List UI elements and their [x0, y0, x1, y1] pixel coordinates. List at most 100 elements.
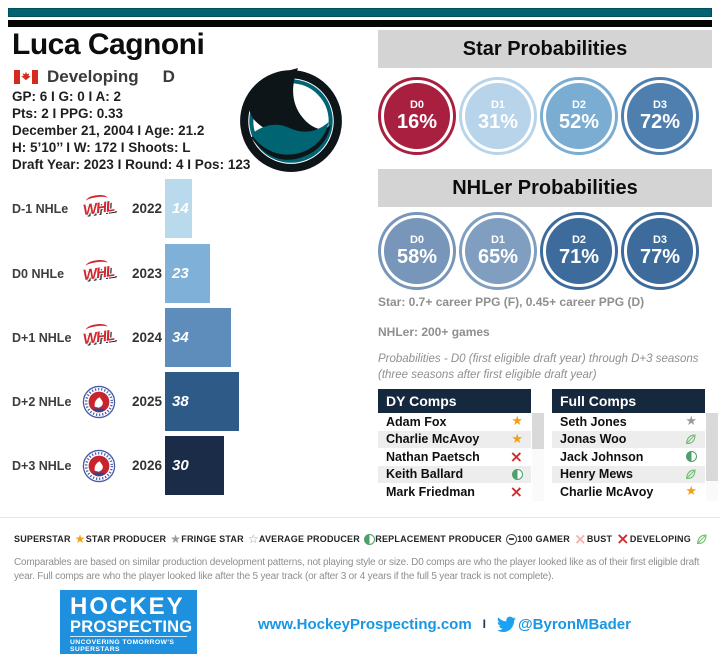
nhle-bar: 30: [165, 436, 224, 495]
legend-label: 100 GAMER: [517, 534, 570, 544]
prob-circle-label: D1: [490, 234, 506, 246]
comp-row: Mark Friedman ×: [378, 483, 531, 501]
comp-row: Charlie McAvoy ★: [378, 430, 531, 448]
prob-circle-label: D1: [490, 99, 506, 111]
comp-name: Charlie McAvoy: [386, 432, 480, 447]
prob-circle-label: D0: [409, 99, 425, 111]
average-producer-icon: [686, 451, 697, 463]
prob-circle-fill: D3 72%: [627, 83, 693, 149]
logo-line-2: PROSPECTING: [70, 618, 193, 636]
nhle-row: D+1 NHLe WHL 2024 34: [0, 308, 378, 367]
top-accent-bar-black: [8, 20, 712, 27]
prob-circle-value: 31%: [477, 111, 519, 133]
nhle-row-label: D-1 NHLe: [12, 201, 69, 216]
superstar-icon: ★: [511, 431, 523, 447]
comp-row: Jack Johnson: [552, 448, 705, 466]
full-comps-table: Full Comps Seth Jones ★ Jonas Woo Jack Johns…: [552, 389, 718, 501]
nhle-row: D0 NHLe WHL 2023 23: [0, 244, 378, 303]
canada-flag-icon: [14, 70, 38, 84]
whl-logo-icon: WHL: [82, 197, 116, 220]
comp-row: Adam Fox ★: [378, 413, 531, 431]
prob-circle-d3: D3 72%: [621, 77, 699, 155]
developing-leaf-icon: [684, 433, 697, 446]
legend-label: REPLACEMENT PRODUCER: [375, 534, 502, 544]
comps-scrollbar-thumb[interactable]: [706, 413, 718, 481]
comp-rating: ★: [685, 415, 697, 428]
nhler-probabilities-header: NHLer Probabilities: [378, 169, 712, 207]
disclaimer-text: Comparables are based on similar product…: [14, 557, 700, 582]
nhle-bar-chart: D-1 NHLe WHL 2022 14 D0 NHLe WHL 2023 23 D+1 NHL…: [0, 0, 378, 659]
website-link[interactable]: www.HockeyProspecting.com: [258, 615, 472, 633]
twitter-handle-link[interactable]: @ByronMBader: [518, 615, 631, 633]
comp-name: Seth Jones: [560, 414, 627, 429]
legend-item: DEVELOPING: [630, 533, 708, 546]
comp-name: Mark Friedman: [386, 484, 475, 499]
development-status: Developing: [47, 67, 139, 86]
season-year: 2023: [131, 266, 162, 281]
stat-line-points: Pts: 2 I PPG: 0.33: [12, 106, 124, 121]
nhler-definition-note: NHLer: 200+ games: [378, 325, 490, 339]
comp-name: Jack Johnson: [560, 449, 644, 464]
comps-scrollbar-thumb[interactable]: [532, 413, 544, 449]
prob-circle-fill: D0 16%: [384, 83, 450, 149]
comps-table-body: Seth Jones ★ Jonas Woo Jack Johnson Henry Me…: [552, 413, 705, 501]
nhle-row-label: D+3 NHLe: [12, 458, 72, 473]
stat-line-birthdate: December 21, 2004 I Age: 21.2: [12, 123, 205, 138]
twitter-bird-icon: [497, 615, 517, 634]
comp-rating: ×: [509, 481, 523, 501]
prob-circle-fill: D1 31%: [465, 83, 531, 149]
prob-circle-d0: D0 16%: [378, 77, 456, 155]
comp-row: Henry Mews: [552, 465, 705, 483]
prob-circle-value: 77%: [639, 246, 681, 268]
nhle-bar-value: 23: [172, 265, 189, 282]
comp-row: Keith Ballard: [378, 465, 531, 483]
developing-leaf-icon: [684, 468, 697, 481]
prob-circle-d2: D2 52%: [540, 77, 618, 155]
prob-circle-value: 58%: [396, 246, 438, 268]
prob-circle-fill: D0 58%: [384, 218, 450, 284]
nhle-bar: 34: [165, 308, 232, 367]
league-logo: [78, 372, 120, 431]
legend-item: SUPERSTAR ★: [14, 533, 85, 545]
nhle-row: D+3 NHLe 2026 30: [0, 436, 378, 495]
nhle-bar: 14: [165, 179, 193, 238]
stat-line-games: GP: 6 I G: 0 I A: 2: [12, 89, 122, 104]
prob-circle-d2: D2 71%: [540, 212, 618, 290]
legend-label: SUPERSTAR: [14, 534, 71, 544]
nhle-row-label: D+1 NHLe: [12, 330, 72, 345]
bust-icon: ×: [616, 529, 630, 548]
star-probabilities-header: Star Probabilities: [378, 30, 712, 68]
season-year: 2024: [131, 330, 162, 345]
nhle-row: D-1 NHLe WHL 2022 14: [0, 179, 378, 238]
comp-row: Seth Jones ★: [552, 413, 705, 431]
bust-icon: ×: [509, 481, 523, 501]
prob-circle-d0: D0 58%: [378, 212, 456, 290]
legend-label: FRINGE STAR: [181, 534, 244, 544]
prob-circle-fill: D2 71%: [546, 218, 612, 284]
average-producer-icon: [363, 533, 375, 545]
replacement-producer-icon: [505, 533, 517, 545]
superstar-icon: ★: [685, 484, 697, 500]
comp-rating: [512, 468, 523, 480]
star-probabilities-circles: D0 16% D1 31% D2 52% D3 72%: [378, 77, 712, 155]
nhle-bar-value: 30: [172, 457, 189, 474]
stat-line-bio: H: 5’10’’ I W: 172 I Shoots: L: [12, 140, 191, 155]
nhle-row-label: D0 NHLe: [12, 266, 65, 281]
comps-scrollbar: [706, 413, 718, 501]
nhle-row: D+2 NHLe 2025 38: [0, 372, 378, 431]
prob-circle-label: D0: [409, 234, 425, 246]
nhle-bar: 23: [165, 244, 210, 303]
comp-rating: ×: [510, 448, 523, 465]
league-logo: [78, 436, 120, 495]
legend-label: BUST: [586, 534, 613, 544]
comps-table-body: Adam Fox ★ Charlie McAvoy ★ Nathan Paetsch × K…: [378, 413, 531, 501]
prob-circle-d3: D3 77%: [621, 212, 699, 290]
league-logo: WHL: [78, 308, 120, 367]
comp-rating: [684, 468, 697, 481]
legend-item: 100 GAMER ×: [517, 531, 586, 547]
sharks-team-logo-icon: [237, 60, 345, 174]
prob-circle-value: 65%: [477, 246, 519, 268]
legend-label: AVERAGE PRODUCER: [258, 534, 360, 544]
comps-table-title: Full Comps: [560, 393, 637, 409]
